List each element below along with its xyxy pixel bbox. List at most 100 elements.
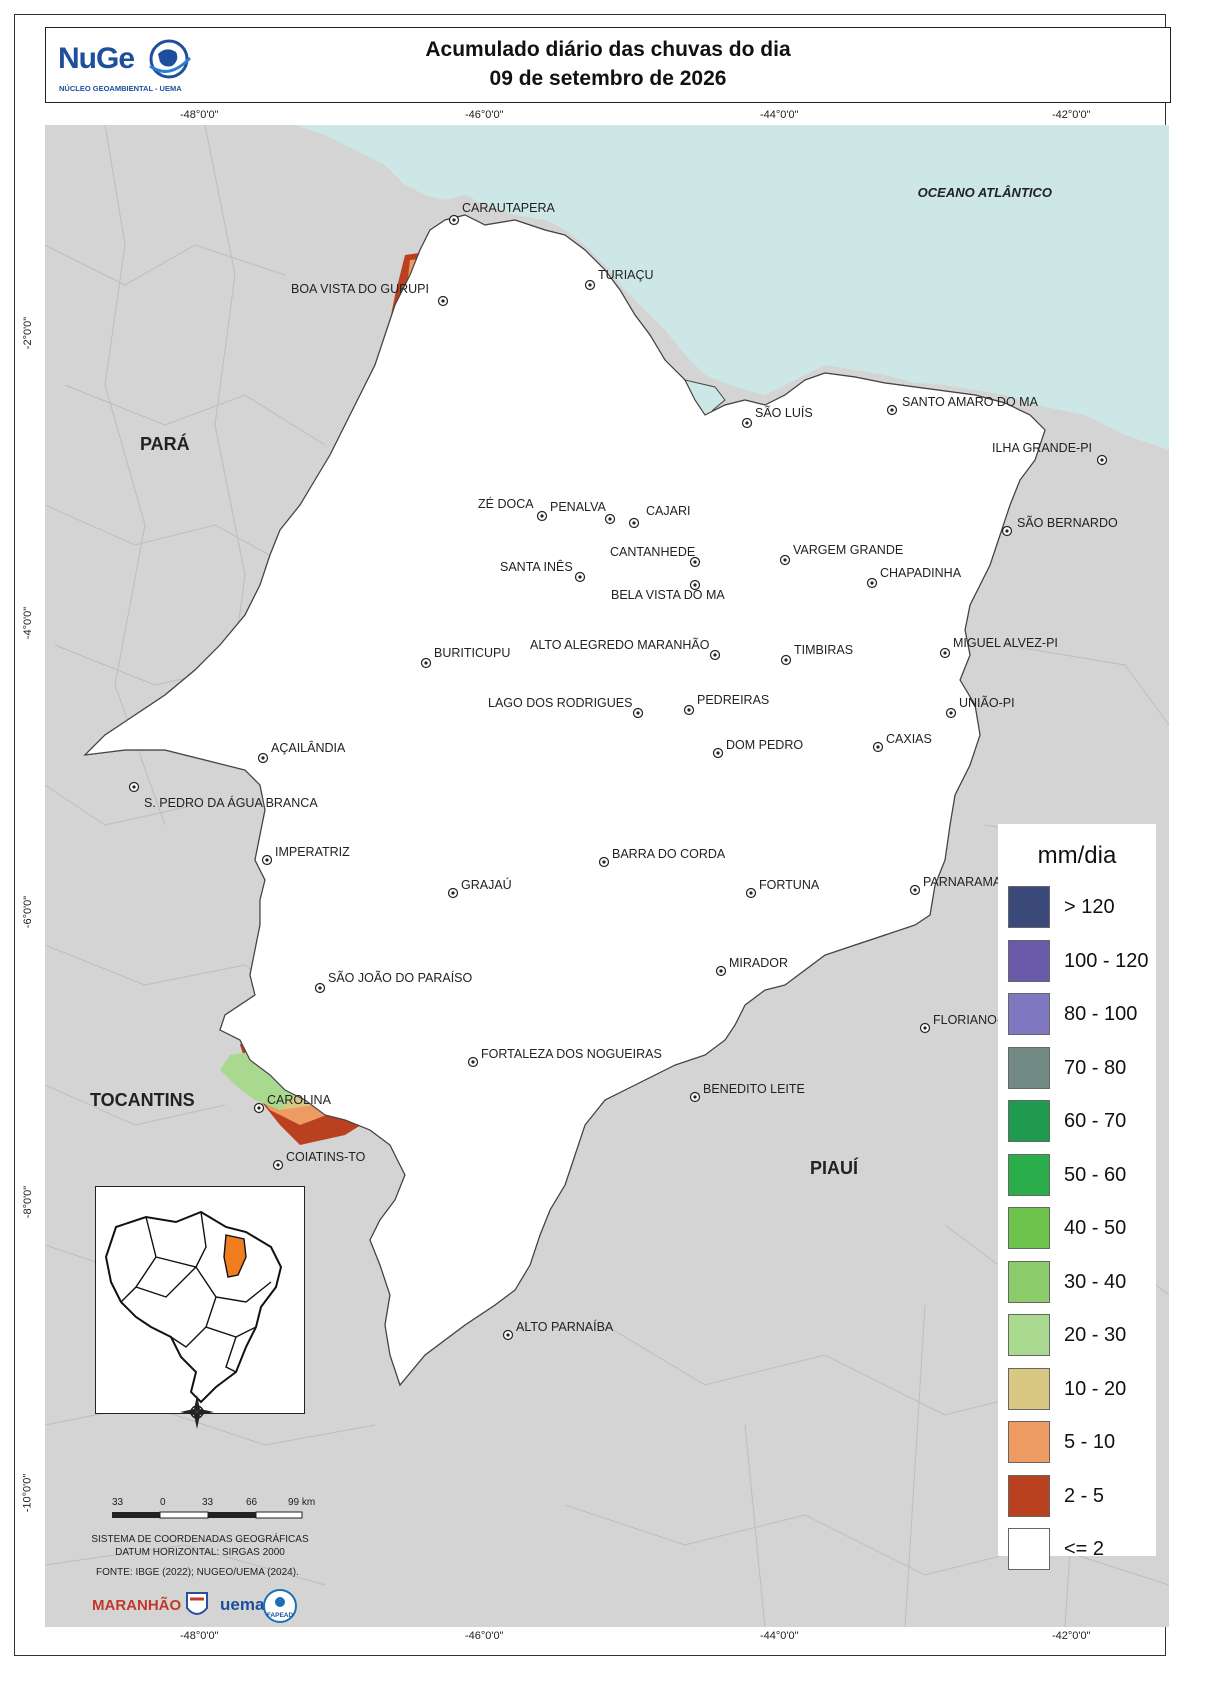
city-label: BOA VISTA DO GURUPI bbox=[291, 282, 429, 296]
lat-label-left: -4°0'0" bbox=[22, 606, 35, 640]
legend-swatch bbox=[1008, 1207, 1050, 1249]
city-marker: CARAUTAPERA bbox=[448, 201, 556, 226]
city-marker: PARNARAMA bbox=[909, 875, 1002, 896]
legend-item: 5 - 10 bbox=[1008, 1421, 1156, 1465]
city-dot-center bbox=[913, 888, 917, 892]
city-dot-center bbox=[602, 860, 606, 864]
city-dot-center bbox=[636, 711, 640, 715]
city-label: BELA VISTA DO MA bbox=[611, 588, 725, 602]
scale-label: 0 bbox=[160, 1497, 166, 1508]
legend-label: 80 - 100 bbox=[1064, 1003, 1138, 1025]
city-dot-center bbox=[943, 651, 947, 655]
lon-label-top: -48°0'0" bbox=[180, 109, 219, 121]
city-marker: DOM PEDRO bbox=[712, 738, 803, 759]
city-marker: BARRA DO CORDA bbox=[598, 847, 726, 868]
legend: mm/dia > 120 100 - 120 80 - 100 70 - 80 60 -… bbox=[998, 824, 1156, 1570]
city-dot-center bbox=[608, 517, 612, 521]
coordinate-system-note: SISTEMA DE COORDENADAS GEOGRÁFICAS DATUM… bbox=[80, 1533, 320, 1559]
legend-item: > 120 bbox=[1008, 886, 1156, 930]
city-marker: ILHA GRANDE-PI bbox=[992, 441, 1108, 466]
city-marker: ZÉ DOCA bbox=[478, 496, 548, 522]
legend-swatch bbox=[1008, 1153, 1050, 1196]
logo-text: NuGe bbox=[58, 42, 135, 75]
legend-swatch bbox=[1008, 886, 1050, 928]
city-marker: CAJARI bbox=[628, 504, 690, 529]
city-dot-center bbox=[540, 514, 544, 518]
city-marker: CANTANHEDE bbox=[610, 545, 701, 568]
city-dot-center bbox=[265, 858, 269, 862]
city-label: LAGO DOS RODRIGUES bbox=[488, 696, 632, 710]
city-marker: CAXIAS bbox=[872, 732, 932, 753]
legend-label: > 120 bbox=[1064, 896, 1115, 918]
crs-line1: SISTEMA DE COORDENADAS GEOGRÁFICAS bbox=[91, 1534, 309, 1545]
legend-swatch bbox=[1008, 1474, 1050, 1517]
city-marker: BELA VISTA DO MA bbox=[611, 579, 725, 602]
city-marker: SANTO AMARO DO MA bbox=[886, 395, 1039, 416]
city-label: SÃO BERNARDO bbox=[1017, 516, 1118, 530]
city-label: ZÉ DOCA bbox=[478, 496, 534, 511]
legend-swatch bbox=[1008, 1367, 1050, 1410]
city-dot-center bbox=[890, 408, 894, 412]
lon-label-bottom: -48°0'0" bbox=[180, 1630, 219, 1642]
partner-logos: MARANHÃO uema FAPEAD bbox=[92, 1588, 302, 1623]
city-dot-center bbox=[318, 986, 322, 990]
map-header: NuGe NÚCLEO GEOAMBIENTAL - UEMA Acumulad… bbox=[45, 27, 1171, 103]
city-label: DOM PEDRO bbox=[726, 738, 803, 752]
city-marker: SÃO LUÍS bbox=[741, 405, 813, 429]
legend-title: mm/dia bbox=[1037, 842, 1117, 869]
city-marker: VARGEM GRANDE bbox=[779, 543, 903, 566]
legend-item: 80 - 100 bbox=[1008, 993, 1156, 1037]
map-date: 09 de setembro de 2026 bbox=[489, 67, 727, 90]
city-label: CHAPADINHA bbox=[880, 566, 962, 580]
legend-swatch bbox=[1008, 1100, 1050, 1142]
city-dot-center bbox=[441, 299, 445, 303]
city-marker: UNIÃO-PI bbox=[945, 696, 1015, 719]
city-label: MIRADOR bbox=[729, 956, 788, 970]
city-label: ILHA GRANDE-PI bbox=[992, 441, 1092, 455]
city-label: ALTO PARNAÍBA bbox=[516, 1319, 614, 1334]
city-label: GRAJAÚ bbox=[461, 877, 512, 892]
city-dot-center bbox=[693, 560, 697, 564]
city-label: UNIÃO-PI bbox=[959, 696, 1015, 710]
city-label: TURIAÇU bbox=[598, 268, 654, 282]
scale-label: 33 bbox=[112, 1497, 124, 1508]
ocean-label: OCEANO ATLÂNTICO bbox=[918, 185, 1052, 200]
city-marker: AÇAILÂNDIA bbox=[257, 740, 346, 764]
city-dot-center bbox=[257, 1106, 261, 1110]
city-dot-center bbox=[687, 708, 691, 712]
lon-label-bottom: -44°0'0" bbox=[760, 1630, 799, 1642]
legend-label: 100 - 120 bbox=[1064, 949, 1149, 972]
lon-label-bottom: -46°0'0" bbox=[465, 1630, 504, 1642]
city-dot-center bbox=[588, 283, 592, 287]
lon-label-top: -46°0'0" bbox=[465, 109, 504, 121]
lon-label-top: -42°0'0" bbox=[1052, 109, 1091, 121]
legend-swatch bbox=[1008, 1314, 1050, 1356]
city-marker: LAGO DOS RODRIGUES bbox=[488, 696, 644, 719]
city-marker: MIGUEL ALVEZ-PI bbox=[939, 636, 1058, 659]
legend-item: 30 - 40 bbox=[1008, 1260, 1156, 1305]
city-dot-center bbox=[471, 1060, 475, 1064]
city-label: FORTALEZA DOS NOGUEIRAS bbox=[481, 1047, 662, 1061]
legend-swatch bbox=[1008, 1528, 1050, 1570]
legend-item: 60 - 70 bbox=[1008, 1100, 1156, 1144]
city-markers: CARAUTAPERA TURIAÇU BOA VISTA DO GURUPI SÃO… bbox=[128, 201, 1118, 1341]
city-dot-center bbox=[261, 756, 265, 760]
city-dot-center bbox=[693, 583, 697, 587]
city-label: BURITICUPU bbox=[434, 646, 510, 660]
brazil-outline bbox=[104, 1210, 283, 1404]
maranhao-logo: MARANHÃO bbox=[92, 1596, 182, 1614]
city-dot-center bbox=[716, 751, 720, 755]
lat-label-left: -8°0'0" bbox=[22, 1185, 35, 1219]
legend-item: 20 - 30 bbox=[1008, 1314, 1156, 1358]
city-marker: FLORIANO- bbox=[919, 1013, 1001, 1034]
north-arrow-icon bbox=[180, 1395, 214, 1429]
city-marker: BOA VISTA DO GURUPI bbox=[291, 282, 449, 307]
legend-item: 2 - 5 bbox=[1008, 1474, 1156, 1519]
nugeo-logo: NuGe NÚCLEO GEOAMBIENTAL - UEMA bbox=[58, 34, 208, 96]
lat-label-left: -6°0'0" bbox=[22, 895, 35, 929]
city-label: SÃO LUÍS bbox=[755, 405, 813, 420]
uema-logo: uema bbox=[220, 1595, 265, 1614]
state-seal-icon bbox=[186, 1592, 208, 1615]
city-label: CAJARI bbox=[646, 504, 690, 518]
city-marker: TIMBIRAS bbox=[780, 643, 853, 666]
